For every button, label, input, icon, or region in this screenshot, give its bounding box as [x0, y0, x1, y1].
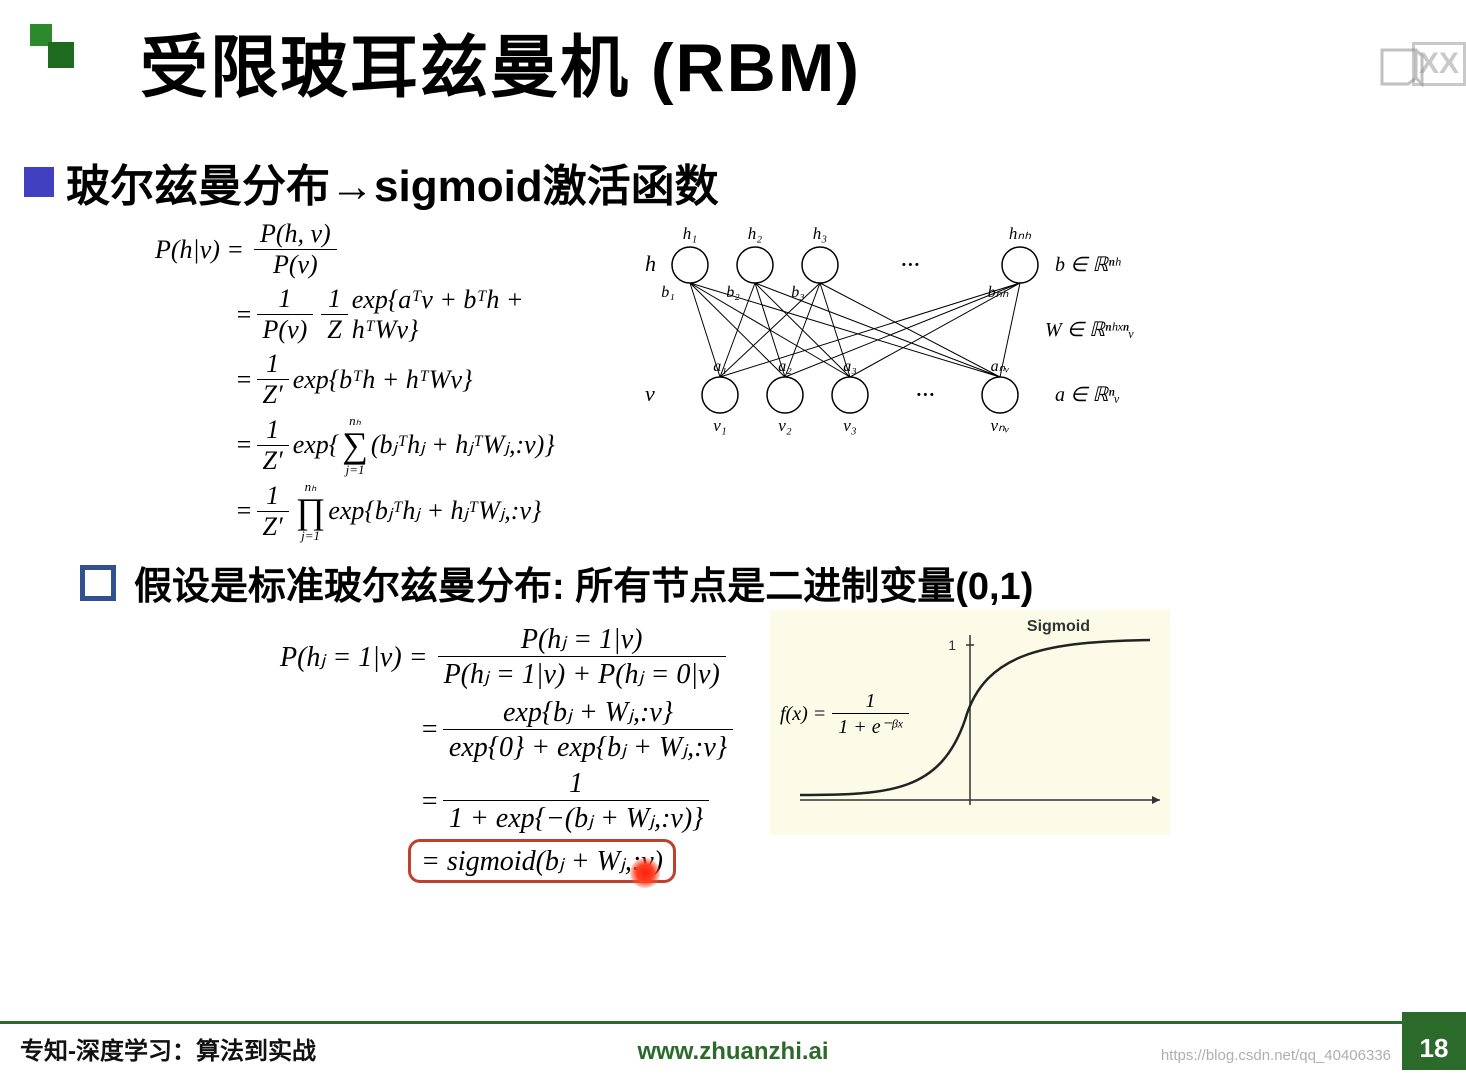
svg-text:hₙₕ: hₙₕ: [1009, 224, 1031, 243]
footer-left-text: 专知-深度学习：算法到实战: [20, 1031, 316, 1066]
footer-divider: [0, 1021, 1466, 1024]
svg-text:···: ···: [915, 380, 935, 409]
footer-url: www.zhuanzhi.ai: [637, 1038, 828, 1066]
svg-text:v₂: v₂: [778, 416, 792, 435]
section-heading-text: 玻尔兹曼分布→sigmoid激活函数: [66, 150, 719, 214]
eq-term: (bⱼᵀhⱼ + hⱼᵀWⱼ,:v)}: [371, 430, 555, 460]
sigmoid-formula: f(x) = 1 1 + e⁻ᵝˣ: [780, 690, 913, 739]
svg-text:h: h: [645, 251, 656, 276]
svg-text:1: 1: [948, 637, 956, 653]
svg-text:b₃: b₃: [791, 284, 805, 301]
slide-title: 受限玻耳兹曼机 (RBM): [140, 12, 861, 111]
sub-bullet: 假设是标准玻尔兹曼分布: 所有节点是二进制变量(0,1): [80, 555, 1033, 610]
blog-watermark: https://blog.csdn.net/qq_40406336: [1161, 1047, 1391, 1064]
svg-text:v₃: v₃: [843, 416, 857, 435]
svg-text:···: ···: [900, 250, 920, 279]
eq-term: exp{bᵀh + hᵀWv}: [293, 365, 473, 395]
slide-container: XX 受限玻耳兹曼机 (RBM) 玻尔兹曼分布→sigmoid激活函数 P(h|…: [0, 0, 1466, 1080]
formula-block-1: P(h|v) = P(h, v) P(v) = 1P(v) 1Z exp{aᵀv…: [155, 215, 585, 546]
svg-text:h₃: h₃: [813, 224, 828, 243]
svg-text:h₂: h₂: [748, 224, 763, 243]
svg-text:a₁: a₁: [713, 358, 727, 375]
hollow-square-icon: [80, 565, 116, 601]
svg-text:b ∈ ℝⁿʰ: b ∈ ℝⁿʰ: [1055, 254, 1122, 276]
logo-icon: [20, 20, 80, 80]
svg-text:aₙᵥ: aₙᵥ: [991, 358, 1010, 375]
sigmoid-plot: Sigmoid f(x) = 1 1 + e⁻ᵝˣ 1: [770, 610, 1170, 835]
prod-symbol: nₕ ∏ j=1: [296, 480, 326, 542]
svg-text:b₂: b₂: [726, 284, 740, 301]
bullet-square-icon: [24, 167, 54, 197]
sub-bullet-text: 假设是标准玻尔兹曼分布: 所有节点是二进制变量(0,1): [134, 555, 1033, 610]
svg-text:a₃: a₃: [843, 358, 857, 375]
svg-text:vₙᵥ: vₙᵥ: [990, 416, 1009, 435]
page-number: 18: [1402, 1012, 1466, 1070]
svg-text:v: v: [645, 381, 655, 406]
svg-text:a₂: a₂: [778, 358, 792, 375]
network-diagram: ··· ··· h₁ b₁ h₂ b₂ h₃ b₃ hₙₕ bₙₕ a₁ v₁ a₂ v₂ a₃ v₃ aₙᵥ v…: [625, 210, 1155, 450]
eq-lhs: P(hⱼ = 1|v) =: [280, 640, 428, 674]
formula-block-2: P(hⱼ = 1|v) = P(hⱼ = 1|v) P(hⱼ = 1|v) + …: [280, 618, 780, 887]
svg-text:h₁: h₁: [683, 224, 697, 243]
svg-text:b₁: b₁: [661, 284, 675, 301]
eq-term: exp{bⱼᵀhⱼ + hⱼᵀWⱼ,:v}: [328, 496, 541, 526]
eq-frac: P(h, v) P(v): [254, 219, 337, 280]
eq-lhs: P(h|v) =: [155, 235, 244, 265]
sigmoid-title: Sigmoid: [1027, 618, 1090, 636]
laser-pointer-icon: [630, 858, 660, 888]
svg-text:bₙₕ: bₙₕ: [988, 284, 1009, 301]
eq-term: exp{aᵀv + bᵀh + hᵀWv}: [352, 285, 585, 345]
svg-text:W ∈ ℝⁿʰˣⁿᵥ: W ∈ ℝⁿʰˣⁿᵥ: [1045, 319, 1134, 341]
watermark-text: XX: [1412, 42, 1466, 86]
section-heading: 玻尔兹曼分布→sigmoid激活函数: [24, 150, 719, 214]
svg-text:a ∈ ℝⁿᵥ: a ∈ ℝⁿᵥ: [1055, 384, 1120, 406]
sum-symbol: nₕ ∑ j=1: [342, 414, 368, 476]
svg-text:v₁: v₁: [713, 416, 726, 435]
